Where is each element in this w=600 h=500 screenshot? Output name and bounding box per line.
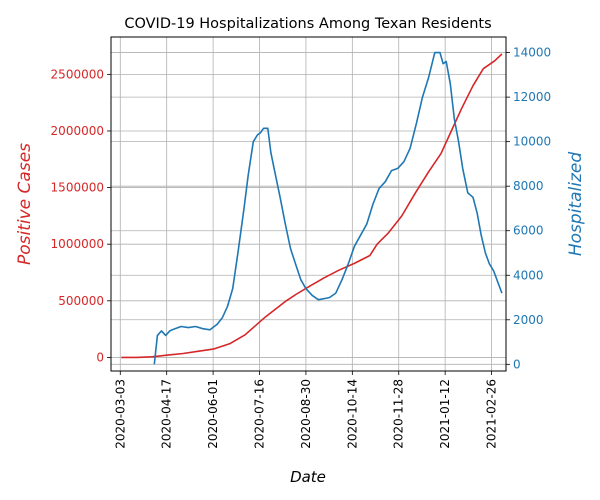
positive-cases-line [121, 53, 503, 359]
y-axis-left: 0 500000 1000000 1500000 2000000 2500000 [51, 67, 111, 364]
y-right-tick-label: 10000 [513, 135, 551, 149]
x-tick-label: 2020-08-30 [299, 379, 313, 449]
x-axis: 2020-03-03 2020-04-17 2020-06-01 2020-07-16… [113, 371, 499, 449]
y-right-tick-label: 0 [513, 357, 521, 371]
y-right-tick-label: 4000 [513, 268, 544, 282]
y-axis-right-label: Hospitalized [566, 152, 586, 256]
y-left-tick-label: 2000000 [51, 124, 104, 138]
y-axis-left-label: Positive Cases [15, 143, 35, 265]
y-right-tick-label: 12000 [513, 90, 551, 104]
y-left-tick-label: 2500000 [51, 67, 104, 81]
y-right-tick-label: 6000 [513, 224, 544, 238]
x-tick-label: 2020-06-01 [206, 379, 220, 449]
x-tick-label: 2020-07-16 [253, 379, 267, 449]
y-right-tick-label: 2000 [513, 313, 544, 327]
series-layer [121, 51, 503, 365]
y-left-tick-label: 0 [96, 350, 104, 364]
y-right-tick-label: 14000 [513, 46, 551, 60]
x-tick-label: 2021-02-26 [485, 379, 499, 449]
hospitalized-line [153, 51, 503, 365]
y-left-tick-label: 1500000 [51, 181, 104, 195]
y-right-tick-label: 8000 [513, 179, 544, 193]
plot-frame [110, 36, 507, 372]
y-left-tick-label: 500000 [58, 294, 104, 308]
x-tick-label: 2020-04-17 [160, 379, 174, 449]
x-tick-label: 2020-11-28 [392, 379, 406, 449]
chart-title: COVID-19 Hospitalizations Among Texan Re… [124, 16, 491, 32]
y-axis-right: 0 2000 4000 6000 8000 10000 12000 14000 [506, 46, 551, 371]
y-left-tick-label: 1000000 [51, 237, 104, 251]
x-tick-label: 2020-03-03 [113, 379, 127, 449]
x-tick-label: 2021-01-12 [438, 379, 452, 449]
x-tick-label: 2020-10-14 [345, 379, 359, 449]
x-axis-label: Date [290, 468, 326, 486]
grid [111, 37, 506, 371]
